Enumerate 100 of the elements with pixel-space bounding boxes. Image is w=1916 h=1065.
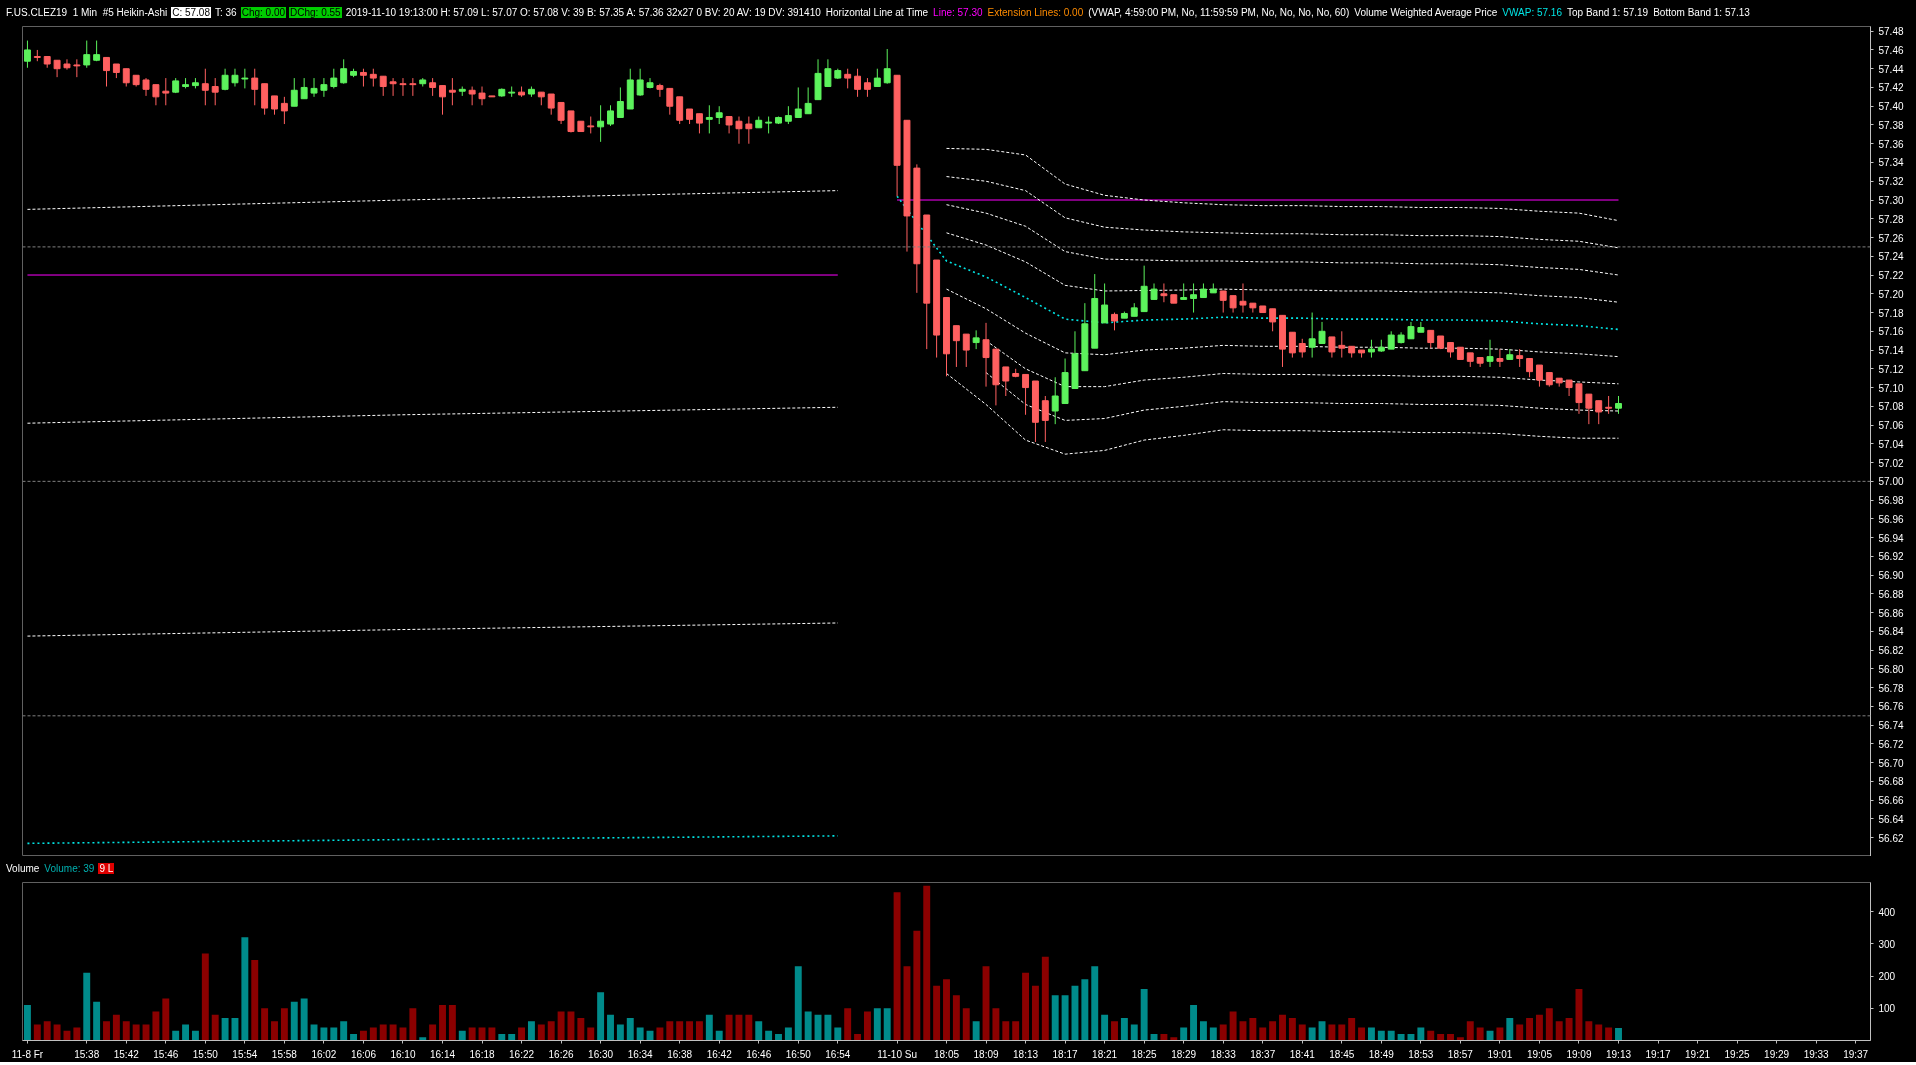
bar [1002, 1021, 1010, 1041]
candlestick [1585, 393, 1593, 425]
line-series [985, 372, 1619, 421]
y-tick-label: 56.62 [1878, 832, 1904, 844]
x-tick-label: 16:06 [350, 1048, 377, 1060]
bar [1496, 1027, 1504, 1041]
bar [794, 966, 802, 1041]
bar [1427, 1030, 1435, 1041]
candlestick [557, 101, 565, 125]
text: Volume Weighted Average Price [1353, 7, 1499, 18]
candlestick [1041, 395, 1049, 443]
x-tick-label: 18:53 [1408, 1048, 1434, 1060]
y-tick-label: 57.02 [1878, 457, 1904, 469]
y-tick-label: 56.88 [1878, 588, 1904, 600]
y-tick-label: 56.94 [1878, 532, 1904, 544]
candlestick [152, 84, 160, 106]
y-tick-label: 56.90 [1878, 570, 1904, 582]
candlestick [1526, 358, 1534, 378]
bar [488, 1027, 496, 1041]
y-tick-label: 56.84 [1878, 626, 1904, 638]
bar [1219, 1024, 1227, 1041]
x-tick-label: 16:26 [548, 1048, 575, 1060]
bar [152, 1011, 160, 1041]
x-tick-label: 18:21 [1092, 1048, 1118, 1060]
bar [695, 1021, 703, 1041]
y-tick-label: 57.26 [1878, 232, 1904, 244]
bar [607, 1014, 614, 1041]
candlestick [478, 86, 486, 106]
candlestick [1190, 282, 1198, 314]
bar [1456, 1037, 1464, 1041]
text: DChg: 0.55 [289, 7, 342, 18]
bar [1545, 1008, 1553, 1041]
candlestick [1535, 364, 1543, 388]
candlestick [666, 87, 674, 116]
bar [1298, 1024, 1306, 1041]
x-tick-label: 16:46 [746, 1048, 772, 1060]
bar [616, 1024, 624, 1041]
bar [1170, 1037, 1178, 1041]
candlestick [439, 85, 446, 116]
y-tick-label: 56.70 [1878, 757, 1904, 769]
candlestick [982, 322, 990, 388]
bar [1279, 1014, 1286, 1041]
bar [676, 1021, 684, 1041]
candlestick [972, 329, 980, 350]
y-tick-label: 57.00 [1878, 476, 1904, 488]
bar [251, 959, 259, 1041]
bar [1437, 1034, 1445, 1041]
x-tick-label: 19:25 [1724, 1048, 1751, 1060]
candlestick [1328, 336, 1336, 359]
bar [784, 1027, 792, 1041]
bar [1120, 1017, 1128, 1041]
bar [804, 1011, 812, 1041]
candlestick [399, 77, 407, 97]
candlestick [1318, 321, 1326, 344]
bar [952, 995, 960, 1041]
bar [468, 1027, 476, 1041]
x-tick-label: 11-8 Fr [11, 1048, 44, 1060]
bar [508, 1034, 516, 1041]
candlestick [231, 68, 239, 88]
bar [1466, 1021, 1474, 1041]
candlestick [844, 68, 852, 89]
bar [863, 1011, 871, 1041]
bar [1615, 1027, 1622, 1041]
candlestick [854, 68, 862, 98]
candlestick [1496, 348, 1504, 368]
y-tick-label: 57.48 [1878, 26, 1904, 38]
candlestick [705, 104, 713, 134]
text: Extension Lines: 0.00 [986, 7, 1085, 18]
bar [1555, 1021, 1563, 1041]
y-tick-label: 57.18 [1878, 307, 1904, 319]
candlestick [1575, 383, 1583, 415]
bar [1249, 1017, 1257, 1041]
bar [271, 1021, 278, 1041]
y-tick-label: 57.46 [1878, 44, 1904, 56]
bar [547, 1021, 555, 1041]
bar [1091, 966, 1099, 1041]
candlestick [1269, 308, 1277, 332]
candlestick [883, 48, 891, 85]
bar [1348, 1017, 1356, 1041]
y-tick-label: 56.74 [1878, 720, 1904, 732]
x-tick-label: 16:22 [509, 1048, 535, 1060]
bar [992, 1008, 1000, 1041]
x-tick-label: 15:50 [192, 1048, 219, 1060]
x-tick-label: 19:33 [1803, 1048, 1830, 1060]
line-series [946, 373, 1619, 455]
x-tick-label: 19:05 [1526, 1048, 1553, 1060]
candlestick [63, 58, 71, 71]
candlestick [73, 58, 81, 78]
bar [962, 1008, 970, 1041]
y-tick-label: 57.12 [1878, 363, 1904, 375]
bar [1476, 1027, 1484, 1041]
x-tick-label: 19:29 [1764, 1048, 1790, 1060]
text: VWAP: 57.16 [1501, 7, 1563, 18]
candlestick [1239, 282, 1247, 314]
bar [280, 1008, 288, 1041]
candlestick [241, 68, 249, 89]
bar [745, 1014, 753, 1041]
bar [73, 1027, 81, 1041]
bar [1358, 1027, 1366, 1041]
x-tick-label: 16:54 [825, 1048, 851, 1060]
